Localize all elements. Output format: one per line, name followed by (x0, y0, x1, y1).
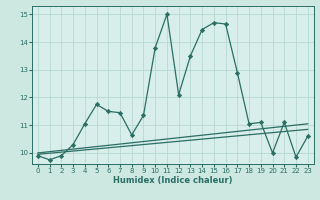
X-axis label: Humidex (Indice chaleur): Humidex (Indice chaleur) (113, 176, 233, 185)
